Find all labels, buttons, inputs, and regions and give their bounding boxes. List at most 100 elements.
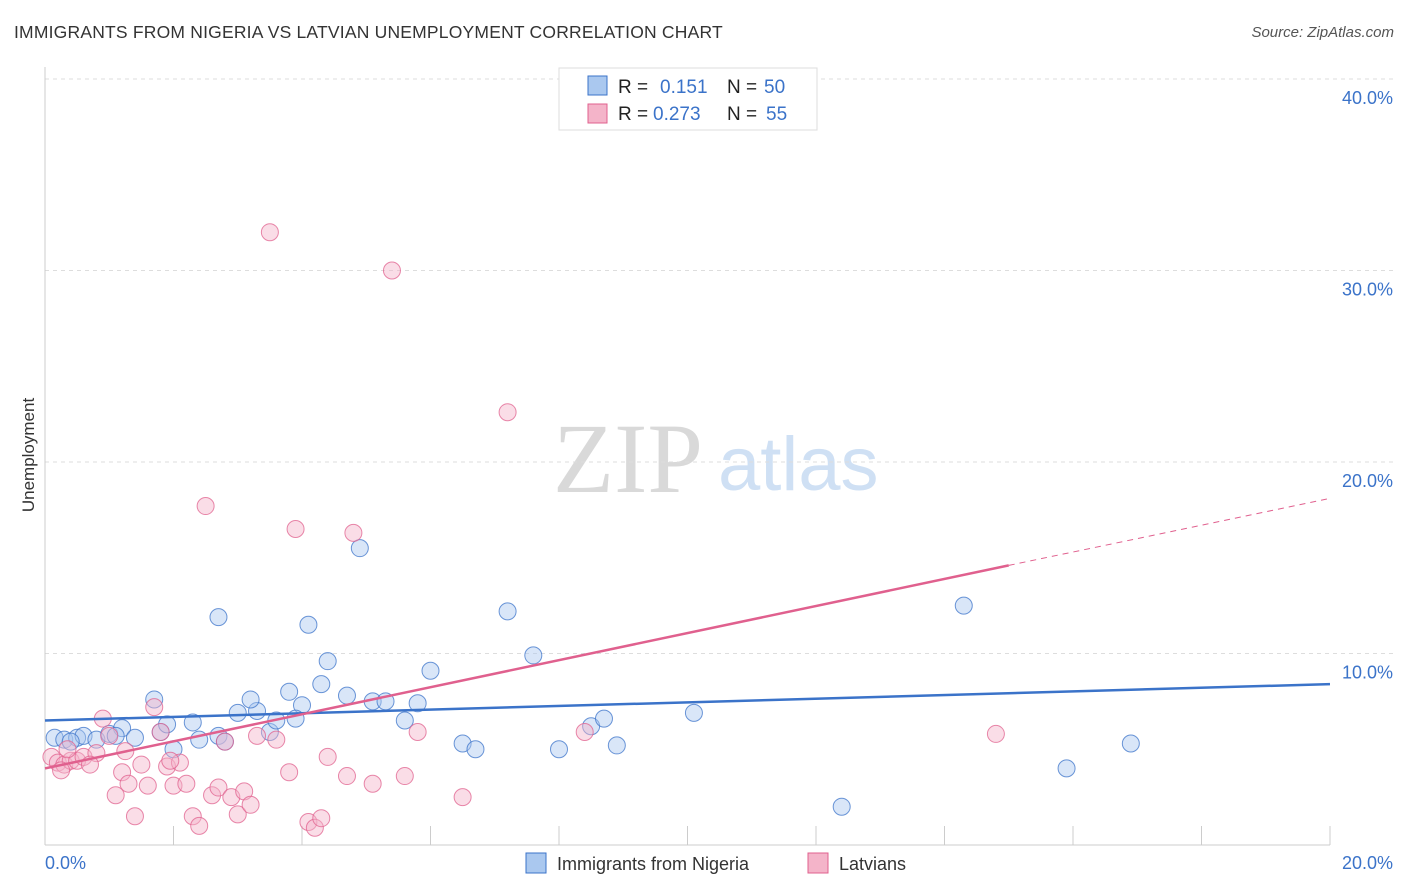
chart-title: IMMIGRANTS FROM NIGERIA VS LATVIAN UNEMP… [14, 22, 723, 42]
latvians-point [408, 723, 427, 742]
nigeria-point [125, 728, 144, 747]
latvians-point [145, 698, 164, 717]
latvians-point [106, 786, 125, 805]
nigeria-point [228, 703, 247, 722]
latvians-point [344, 523, 363, 542]
trend-line-latvians [44, 564, 1010, 770]
nigeria-point [106, 726, 125, 745]
nigeria-point [183, 713, 202, 732]
y-tick-labels: 10.0% 20.0% 30.0% 40.0% [1342, 88, 1393, 683]
y-tick-label: 40.0% [1342, 88, 1393, 108]
latvians-point [248, 726, 267, 745]
nigeria-point [421, 661, 440, 680]
y-axis-label: Unemployment [19, 398, 38, 513]
nigeria-point [954, 596, 973, 615]
source-credit: Source: ZipAtlas.com [1251, 24, 1394, 41]
y-tick-label: 30.0% [1342, 280, 1393, 300]
latvians-point [58, 740, 77, 759]
latvians-point [312, 809, 331, 828]
nigeria-point [318, 652, 337, 671]
axes [44, 67, 1331, 846]
latvians-point [363, 774, 382, 793]
nigeria-point [1121, 734, 1140, 753]
legend-r-label-latvians: R = [618, 104, 648, 125]
nigeria-point [280, 682, 299, 701]
series-nigeria-points [45, 539, 1140, 816]
y-tick-label: 10.0% [1342, 663, 1393, 683]
latvians-point [395, 767, 414, 786]
nigeria-point [312, 675, 331, 694]
grid-lines [45, 78, 1395, 654]
trend-line-latvians-extension [1008, 497, 1331, 566]
nigeria-point [524, 646, 543, 665]
latvians-point [100, 726, 119, 745]
watermark-atlas: atlas [718, 422, 879, 507]
legend-n-label-latvians: N = [727, 104, 757, 125]
legend-n-value-latvians: 55 [766, 104, 787, 125]
latvians-point [260, 223, 279, 242]
bottom-legend-swatch-latvians [807, 852, 829, 874]
series-legend: Immigrants from Nigeria Latvians [525, 852, 906, 874]
latvians-point [209, 778, 228, 797]
x-tick-label: 20.0% [1342, 853, 1393, 873]
nigeria-point [498, 602, 517, 621]
latvians-point [215, 732, 234, 751]
bottom-legend-label-nigeria: Immigrants from Nigeria [557, 854, 750, 874]
legend-swatch-nigeria [587, 75, 608, 96]
legend-r-label-nigeria: R = [618, 77, 648, 98]
latvians-point [119, 774, 138, 793]
latvians-point [138, 776, 157, 795]
latvians-point [286, 520, 305, 539]
latvians-point [382, 261, 401, 280]
latvians-point [183, 807, 202, 826]
latvians-point [113, 763, 132, 782]
y-tick-label: 20.0% [1342, 471, 1393, 491]
nigeria-point [350, 539, 369, 558]
nigeria-point [607, 736, 626, 755]
latvians-point [337, 767, 356, 786]
series-latvians-points [42, 223, 1005, 837]
watermark: ZIP atlas [553, 403, 879, 514]
latvians-point [151, 723, 170, 742]
latvians-point [132, 755, 151, 774]
nigeria-point [832, 797, 851, 816]
latvians-point [453, 788, 472, 807]
latvians-point [575, 723, 594, 742]
x-tick-labels: 0.0% 20.0% [45, 853, 1393, 873]
bottom-legend-label-latvians: Latvians [839, 854, 906, 874]
latvians-point [203, 786, 222, 805]
latvians-point [228, 805, 247, 824]
nigeria-point [466, 740, 485, 759]
bottom-legend-swatch-nigeria [525, 852, 547, 874]
nigeria-point [395, 711, 414, 730]
nigeria-point [299, 615, 318, 634]
latvians-point [161, 751, 180, 770]
legend-r-value-latvians: 0.273 [653, 104, 701, 125]
legend-swatch-latvians [587, 103, 608, 124]
nigeria-point [594, 709, 613, 728]
latvians-point [241, 795, 260, 814]
watermark-zip: ZIP [553, 403, 703, 514]
x-tick-label: 0.0% [45, 853, 86, 873]
stats-legend: R = 0.151 N = 50 R = 0.273 N = 55 [558, 67, 818, 131]
latvians-point [280, 763, 299, 782]
legend-r-value-nigeria: 0.151 [660, 77, 708, 98]
nigeria-point [209, 608, 228, 627]
latvians-point [177, 774, 196, 793]
latvians-point [305, 818, 324, 837]
latvians-point [498, 403, 517, 422]
latvians-point [986, 724, 1005, 743]
latvians-point [267, 730, 286, 749]
latvians-point [190, 816, 209, 835]
latvians-point [125, 807, 144, 826]
nigeria-point [408, 694, 427, 713]
nigeria-point [337, 686, 356, 705]
nigeria-point [684, 703, 703, 722]
nigeria-point [145, 690, 164, 709]
latvians-point [196, 497, 215, 516]
legend-n-label-nigeria: N = [727, 77, 757, 98]
nigeria-point [241, 690, 260, 709]
nigeria-point [550, 740, 568, 759]
trend-lines [44, 497, 1331, 770]
